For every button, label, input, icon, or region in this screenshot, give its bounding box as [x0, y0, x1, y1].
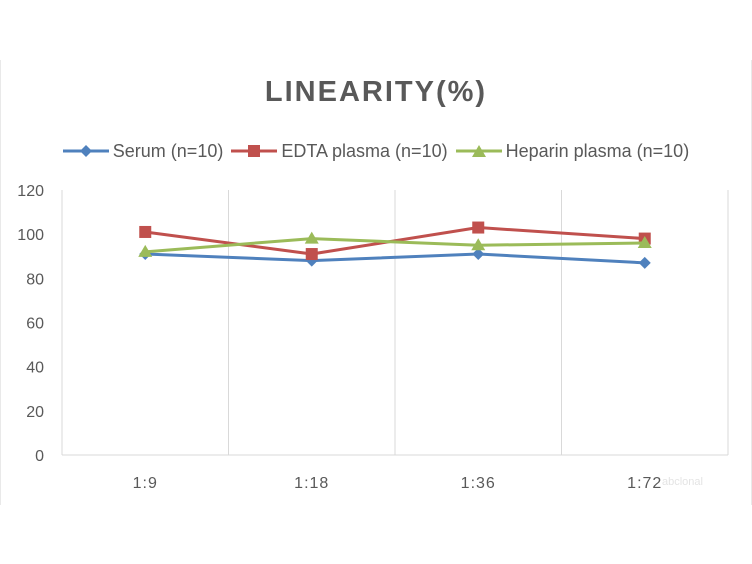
y-tick-label-100: 100 — [17, 227, 44, 244]
watermark: abclonal — [662, 476, 703, 488]
chart-legend: Serum (n=10) EDTA plasma (n=10) Heparin … — [0, 138, 752, 164]
legend-label-edta: EDTA plasma (n=10) — [281, 140, 448, 161]
x-tick-label-3: 1:72 — [627, 475, 662, 492]
point-1-2 — [472, 221, 485, 234]
x-tick-label-1: 1:18 — [294, 475, 329, 492]
point-2-1 — [304, 231, 319, 244]
y-tick-label-40: 40 — [26, 360, 44, 377]
chart-title: LINEARITY(%) — [264, 76, 488, 108]
point-2-2 — [471, 238, 486, 251]
y-tick-label-60: 60 — [26, 316, 44, 333]
point-2-3 — [637, 236, 652, 248]
left-edge — [0, 60, 1, 505]
point-0-2 — [472, 248, 485, 261]
legend-item-heparin: Heparin plasma (n=10) — [455, 140, 690, 162]
legend-marker-serum — [62, 145, 109, 157]
legend-label-heparin: Heparin plasma (n=10) — [505, 140, 690, 161]
legend-label-serum: Serum (n=10) — [112, 140, 224, 161]
y-tick-label-0: 0 — [35, 448, 44, 465]
series-line-0 — [145, 252, 645, 265]
series-line-2 — [145, 237, 645, 254]
x-tick-label-2: 1:36 — [461, 475, 496, 492]
point-0-3 — [638, 256, 651, 269]
point-2-0 — [138, 244, 153, 257]
y-tick-label-80: 80 — [26, 271, 44, 288]
legend-item-edta: EDTA plasma (n=10) — [231, 140, 448, 162]
x-tick-label-0: 1:9 — [133, 475, 158, 492]
y-tick-label-120: 120 — [17, 183, 44, 200]
legend-item-serum: Serum (n=10) — [62, 140, 224, 162]
point-1-1 — [305, 248, 318, 261]
point-0-1 — [305, 254, 318, 267]
legend-marker-heparin — [455, 145, 502, 157]
point-1-0 — [139, 225, 152, 238]
legend-marker-edta — [231, 145, 278, 157]
y-tick-label-20: 20 — [26, 404, 44, 421]
